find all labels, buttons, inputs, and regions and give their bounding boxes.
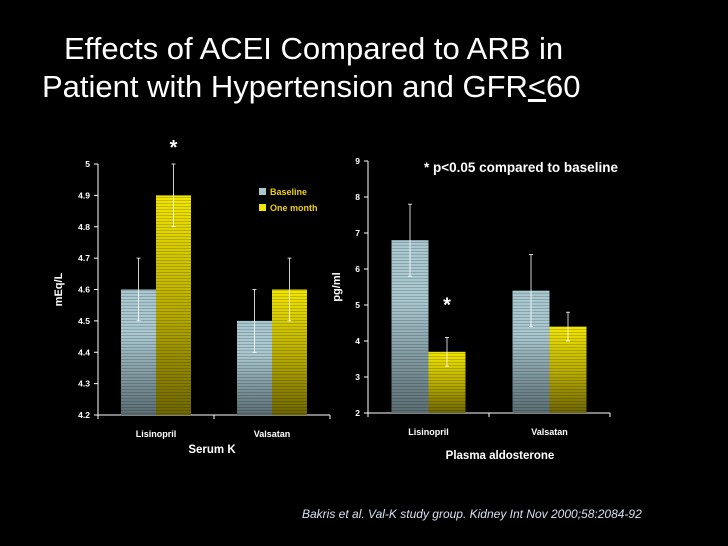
y-tick-label: 5 [85, 159, 90, 169]
title-line-1: Effects of ACEI Compared to ARB in [64, 31, 564, 66]
y-tick-label: 3 [355, 372, 360, 382]
y-tick-label: 4 [355, 336, 360, 346]
y-tick-label: 4.5 [78, 316, 90, 326]
category-label: Lisinopril [408, 427, 449, 437]
serum-k-chart: 4.2 4.3 4.4 4.5 4.6 4.7 4.8 4.9 5 Lisinopril Valsa… [40, 140, 340, 470]
significance-star: * [170, 140, 178, 159]
title-line-2-value: 60 [546, 69, 581, 104]
serum-k-svg: 4.2 4.3 4.4 4.5 4.6 4.7 4.8 4.9 5 Lisinopril Valsa… [53, 140, 331, 456]
plasma-aldosterone-svg: 2 3 4 5 6 7 8 9 Lisinopril Valsatan * Plasma aldost… [331, 156, 611, 462]
significance-note: * p<0.05 compared to baseline [424, 160, 618, 175]
bar-texture [156, 195, 191, 415]
category-label: Valsatan [254, 429, 291, 439]
y-tick-label: 9 [355, 156, 360, 166]
y-tick-label: 4.6 [78, 285, 90, 295]
y-axis-label: pg/ml [331, 272, 343, 301]
y-tick-label: 4.8 [78, 222, 90, 232]
y-tick-label: 7 [355, 228, 360, 238]
significance-star: * [443, 294, 451, 316]
less-equal-symbol: < [527, 69, 547, 104]
y-axis-label: mEq/L [53, 272, 65, 306]
y-tick-label: 4.7 [78, 253, 90, 263]
y-tick-label: 2 [355, 408, 360, 418]
y-tick-label: 4.4 [78, 347, 90, 357]
y-tick-label: 4.9 [78, 190, 90, 200]
plasma-aldosterone-chart: 2 3 4 5 6 7 8 9 Lisinopril Valsatan * Plasma aldost… [320, 140, 620, 475]
citation: Bakris et al. Val-K study group. Kidney … [302, 507, 642, 521]
x-axis-label: Serum K [188, 444, 236, 456]
category-label: Lisinopril [136, 429, 177, 439]
x-axis-label: Plasma aldosterone [446, 450, 555, 462]
category-label: Valsatan [531, 427, 568, 437]
legend-label: Baseline [270, 187, 307, 197]
y-tick-label: 8 [355, 192, 360, 202]
y-tick-label: 4.2 [78, 410, 90, 420]
y-tick-label: 6 [355, 264, 360, 274]
title-line-2-text: Patient with Hypertension and GFR [42, 69, 528, 104]
legend-label: One month [270, 203, 318, 213]
legend-swatch [259, 188, 266, 195]
y-tick-label: 4.3 [78, 379, 90, 389]
y-tick-label: 5 [355, 300, 360, 310]
title-line-2: Patient with Hypertension and GFR<60 [42, 68, 702, 106]
legend-swatch [259, 204, 266, 211]
page-title: Effects of ACEI Compared to ARB in Patie… [42, 30, 702, 106]
